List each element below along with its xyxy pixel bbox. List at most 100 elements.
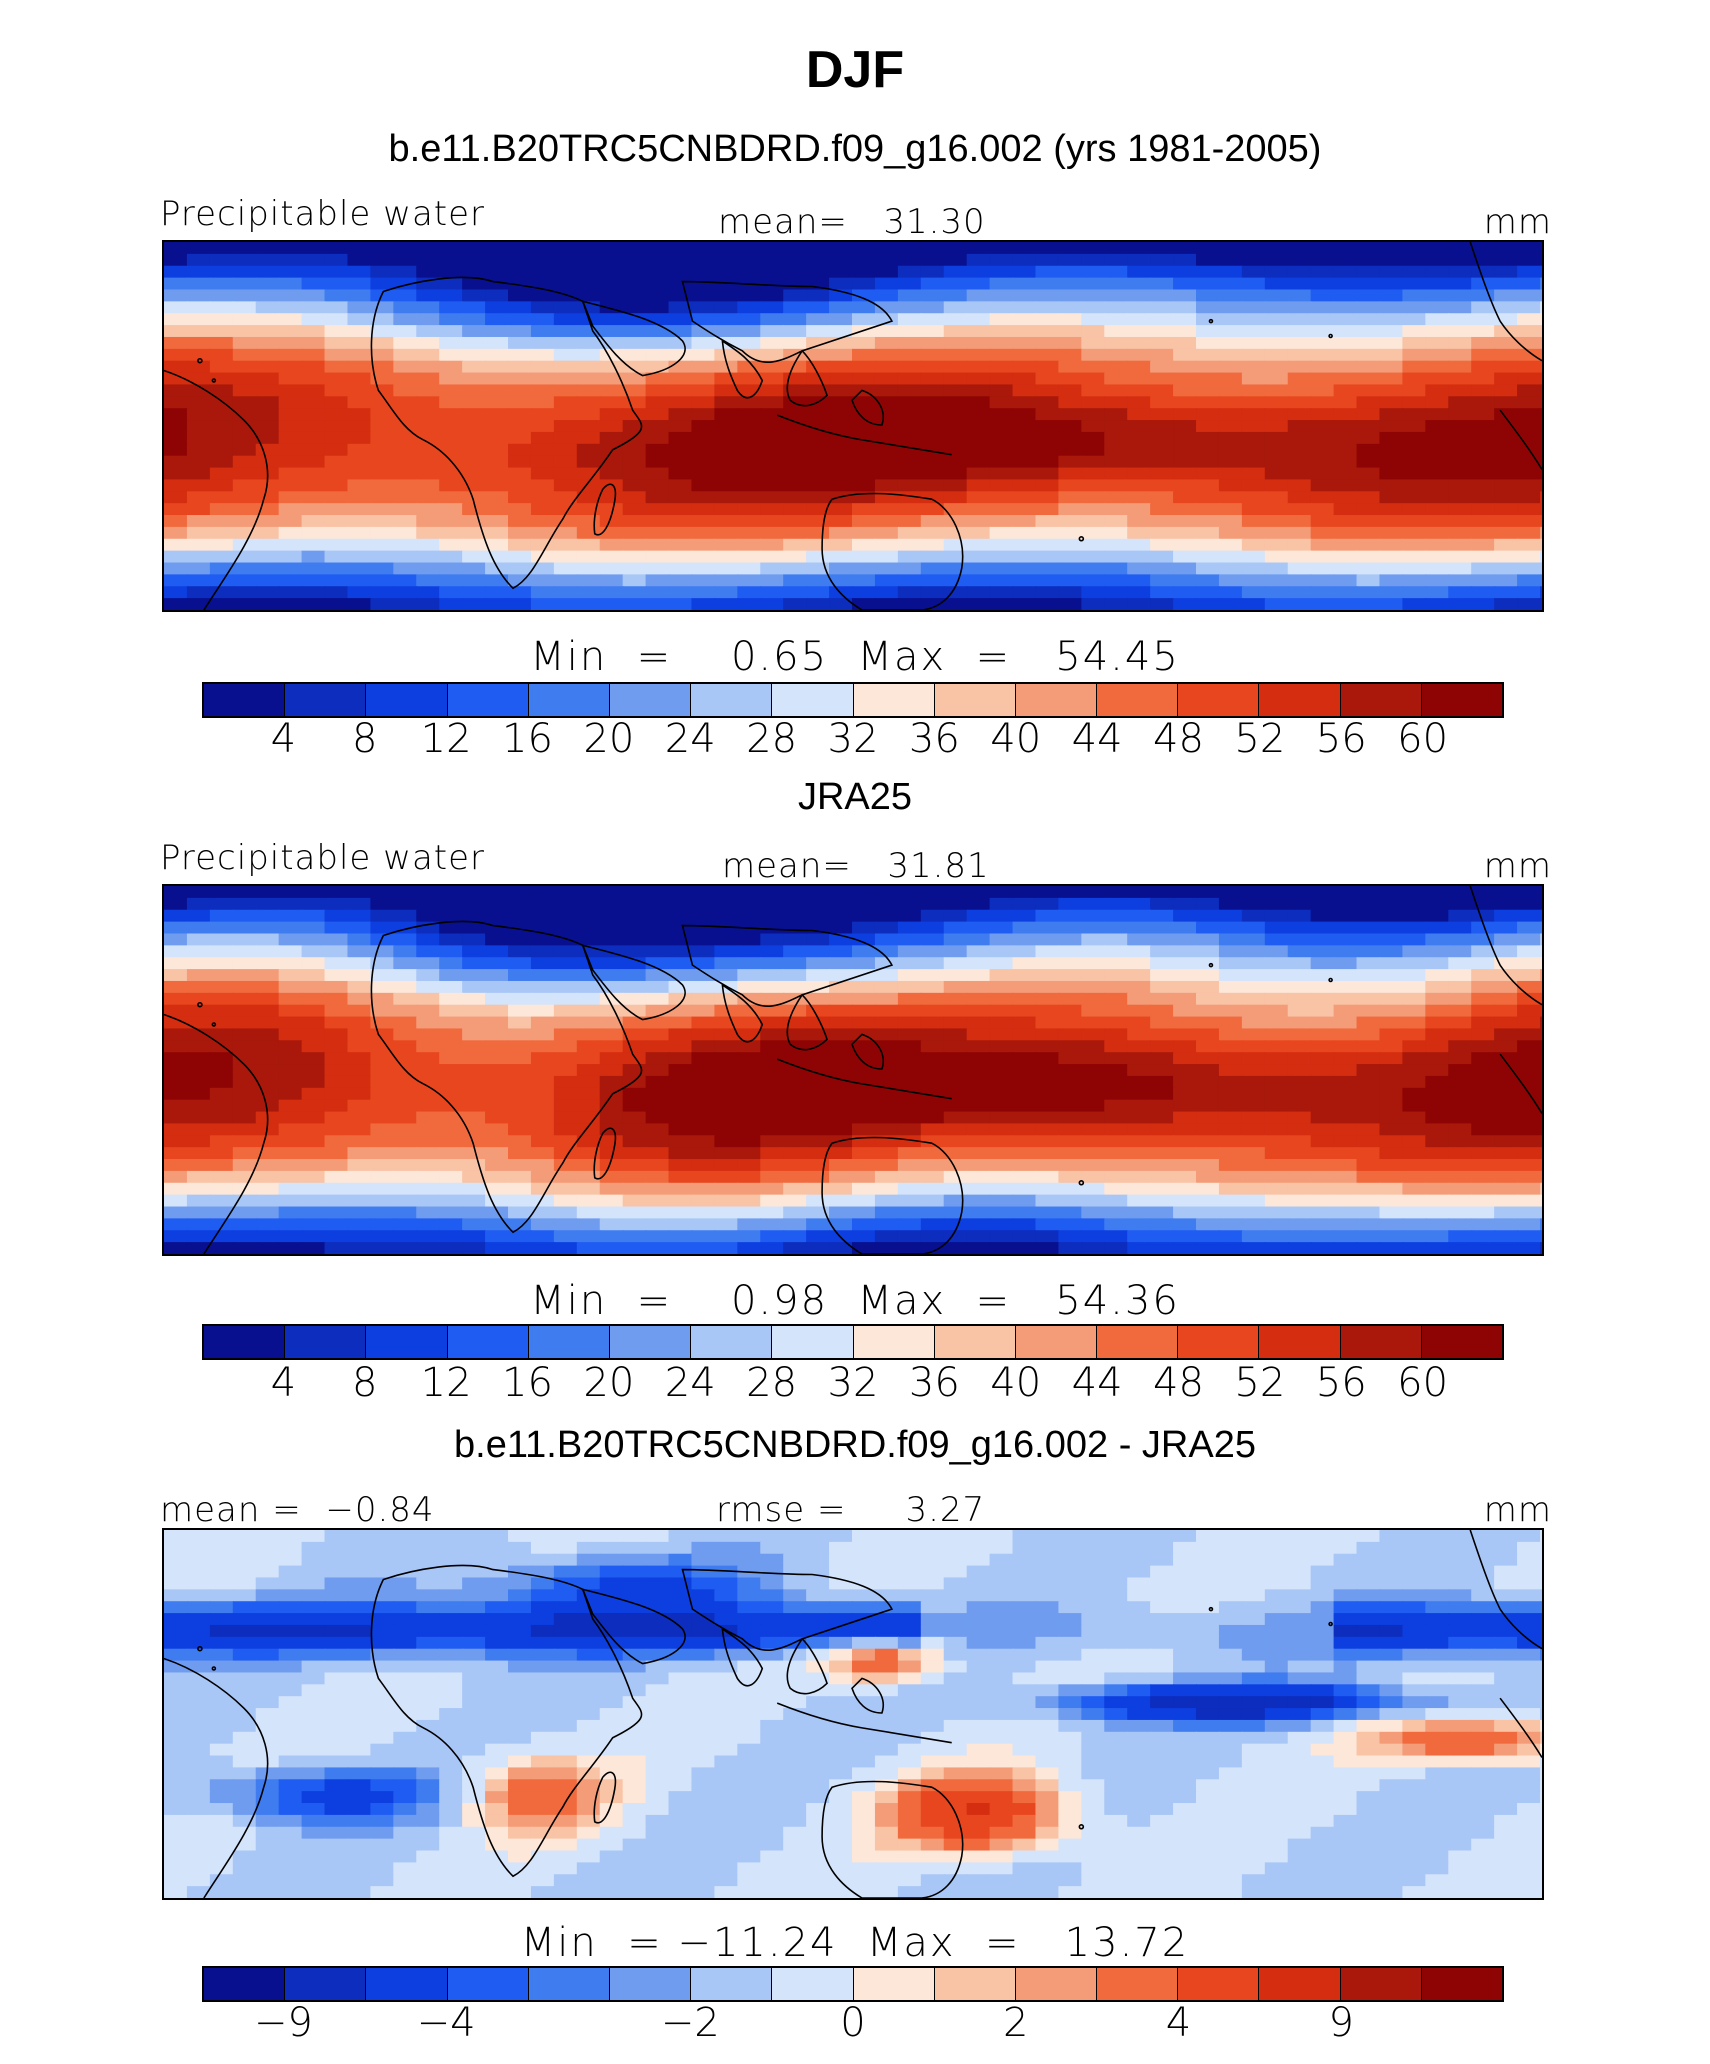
field-cell <box>668 1719 693 1733</box>
field-cell <box>347 574 372 588</box>
field-cell <box>186 1218 211 1232</box>
field-cell <box>1540 1052 1542 1066</box>
field-cell <box>645 586 670 600</box>
field-cell <box>1058 443 1083 457</box>
field-cell <box>485 1589 509 1603</box>
field-cell <box>209 1182 234 1196</box>
field-cell <box>1150 1182 1175 1196</box>
field-cell <box>1494 1111 1519 1125</box>
panel1-case-title: b.e11.B20TRC5CNBDRD.f09_g16.002 (yrs 198… <box>388 128 1322 170</box>
field-cell <box>1241 1194 1266 1208</box>
field-cell <box>989 348 1014 362</box>
field-cell <box>691 598 716 610</box>
field-cell <box>553 574 578 588</box>
field-cell <box>508 1242 532 1254</box>
field-cell <box>943 289 968 303</box>
field-cell <box>874 1004 899 1018</box>
field-cell <box>691 443 716 457</box>
field-cell <box>599 957 624 971</box>
panel3-mean-label: mean = −0.84 <box>160 1490 435 1530</box>
field-cell <box>1035 886 1060 899</box>
field-cell <box>989 909 1014 923</box>
field-cell <box>1310 1159 1335 1172</box>
field-cell <box>255 1218 280 1232</box>
field-cell <box>1058 1159 1083 1172</box>
field-cell <box>1241 957 1266 971</box>
field-cell <box>897 909 922 923</box>
field-cell <box>1218 980 1243 994</box>
field-cell <box>1379 431 1404 445</box>
field-cell <box>920 1123 945 1137</box>
colorbar-tick-label: 40 <box>990 1360 1042 1406</box>
field-cell <box>737 886 762 899</box>
field-cell <box>852 301 876 315</box>
field-cell <box>1494 526 1519 540</box>
field-cell <box>806 336 831 350</box>
field-cell <box>1402 1577 1427 1591</box>
field-cell <box>1310 897 1335 911</box>
field-cell <box>1287 1242 1312 1254</box>
field-cell <box>737 372 762 386</box>
field-cell <box>920 980 945 994</box>
field-cell <box>1058 1087 1083 1101</box>
field-cell <box>1310 1541 1335 1555</box>
field-cell <box>1310 957 1335 971</box>
field-cell <box>1150 1613 1175 1626</box>
field-cell <box>530 1577 555 1591</box>
field-cell <box>164 933 188 947</box>
field-cell <box>1494 598 1519 610</box>
field-cell <box>1264 443 1289 457</box>
field-cell <box>416 1242 441 1254</box>
field-cell <box>1333 1028 1358 1042</box>
field-cell <box>943 1052 968 1066</box>
field-cell <box>852 265 876 279</box>
field-cell <box>232 431 257 445</box>
field-cell <box>852 396 876 410</box>
field-cell <box>232 242 257 255</box>
field-cell <box>622 1182 647 1196</box>
field-cell <box>278 1719 303 1733</box>
field-cell <box>232 1553 257 1567</box>
field-cell <box>989 1719 1014 1733</box>
field-cell <box>1264 921 1289 935</box>
field-cell <box>1494 1242 1519 1254</box>
field-cell <box>920 372 945 386</box>
field-cell <box>920 1004 945 1018</box>
field-cell <box>783 1553 808 1567</box>
field-cell <box>1425 301 1450 315</box>
field-cell <box>1035 1589 1060 1603</box>
field-cell <box>1379 1028 1404 1042</box>
colorbar-box <box>1015 1326 1098 1358</box>
field-cell <box>1081 515 1106 528</box>
panel1-variable-label: Precipitable water <box>160 194 486 234</box>
field-cell <box>920 897 945 911</box>
field-cell <box>1264 1731 1289 1745</box>
field-cell <box>1241 384 1266 398</box>
field-cell <box>645 443 670 457</box>
colorbar-tick-label: 40 <box>990 716 1042 762</box>
field-cell <box>553 1719 578 1733</box>
field-cell <box>1402 1696 1427 1710</box>
field-cell <box>668 467 693 481</box>
field-cell <box>1310 253 1335 267</box>
field-cell <box>1425 1613 1450 1626</box>
field-cell <box>1448 242 1473 255</box>
field-cell <box>1287 992 1312 1006</box>
field-cell <box>164 396 188 410</box>
field-cell <box>530 1016 555 1030</box>
field-cell <box>1379 886 1404 899</box>
field-cell <box>1081 443 1106 457</box>
panel2-map <box>162 884 1544 1256</box>
field-cell <box>806 1194 831 1208</box>
field-cell <box>943 1170 968 1184</box>
field-cell <box>485 336 509 350</box>
field-cell <box>576 1577 601 1591</box>
field-cell <box>1173 503 1198 517</box>
field-cell <box>1517 420 1542 433</box>
field-cell <box>966 1206 991 1220</box>
field-cell <box>645 933 670 947</box>
field-cell <box>966 897 991 911</box>
field-cell <box>691 1194 716 1208</box>
field-cell <box>1333 396 1358 410</box>
field-cell <box>1379 348 1404 362</box>
